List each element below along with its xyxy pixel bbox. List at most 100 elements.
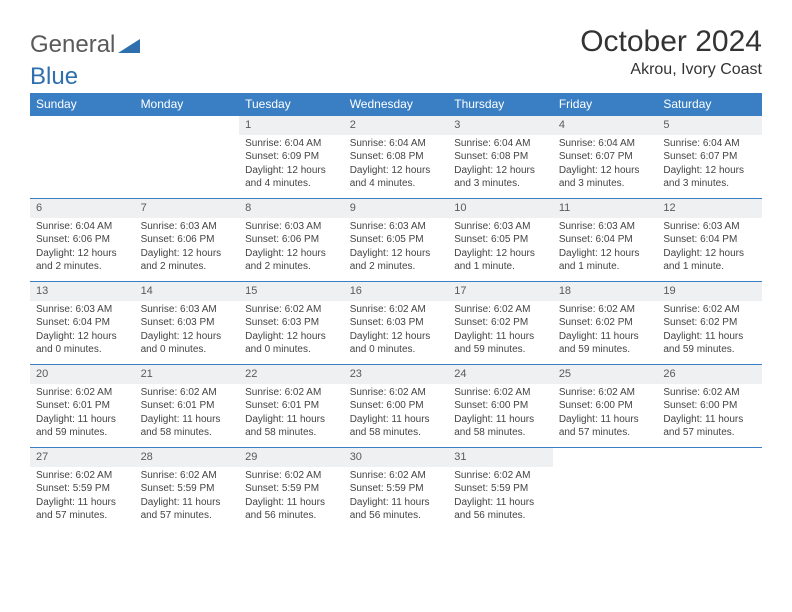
- calendar-week-row: 6Sunrise: 6:04 AMSunset: 6:06 PMDaylight…: [30, 199, 762, 282]
- weekday-header: Tuesday: [239, 93, 344, 116]
- calendar-day-cell: 12Sunrise: 6:03 AMSunset: 6:04 PMDayligh…: [657, 199, 762, 282]
- day-number: 22: [239, 365, 344, 384]
- calendar-day-cell: 22Sunrise: 6:02 AMSunset: 6:01 PMDayligh…: [239, 365, 344, 448]
- day-number: 11: [553, 199, 658, 218]
- daylight-text: Daylight: 11 hours and 58 minutes.: [245, 413, 338, 440]
- calendar-day-cell: [30, 116, 135, 199]
- day-number: 19: [657, 282, 762, 301]
- day-number: 17: [448, 282, 553, 301]
- day-details: Sunrise: 6:03 AMSunset: 6:03 PMDaylight:…: [135, 301, 240, 361]
- sunset-text: Sunset: 6:03 PM: [350, 316, 443, 330]
- brand-word-2: Blue: [30, 63, 762, 91]
- brand-triangle-icon: [118, 37, 140, 53]
- calendar-day-cell: 9Sunrise: 6:03 AMSunset: 6:05 PMDaylight…: [344, 199, 449, 282]
- day-details: Sunrise: 6:02 AMSunset: 5:59 PMDaylight:…: [30, 467, 135, 527]
- daylight-text: Daylight: 11 hours and 58 minutes.: [454, 413, 547, 440]
- sunset-text: Sunset: 6:08 PM: [454, 150, 547, 164]
- sunset-text: Sunset: 6:07 PM: [663, 150, 756, 164]
- day-number: 31: [448, 448, 553, 467]
- weekday-header: Saturday: [657, 93, 762, 116]
- sunrise-text: Sunrise: 6:02 AM: [350, 469, 443, 483]
- calendar-day-cell: 15Sunrise: 6:02 AMSunset: 6:03 PMDayligh…: [239, 282, 344, 365]
- sunset-text: Sunset: 6:05 PM: [350, 233, 443, 247]
- calendar-week-row: 20Sunrise: 6:02 AMSunset: 6:01 PMDayligh…: [30, 365, 762, 448]
- sunset-text: Sunset: 6:02 PM: [663, 316, 756, 330]
- sunset-text: Sunset: 5:59 PM: [245, 482, 338, 496]
- calendar-week-row: 27Sunrise: 6:02 AMSunset: 5:59 PMDayligh…: [30, 448, 762, 531]
- calendar-day-cell: 27Sunrise: 6:02 AMSunset: 5:59 PMDayligh…: [30, 448, 135, 531]
- sunset-text: Sunset: 6:06 PM: [141, 233, 234, 247]
- calendar-day-cell: 1Sunrise: 6:04 AMSunset: 6:09 PMDaylight…: [239, 116, 344, 199]
- sunrise-text: Sunrise: 6:02 AM: [454, 303, 547, 317]
- day-details: Sunrise: 6:04 AMSunset: 6:06 PMDaylight:…: [30, 218, 135, 278]
- sunrise-text: Sunrise: 6:03 AM: [36, 303, 129, 317]
- sunset-text: Sunset: 5:59 PM: [141, 482, 234, 496]
- sunset-text: Sunset: 6:00 PM: [350, 399, 443, 413]
- calendar-day-cell: 28Sunrise: 6:02 AMSunset: 5:59 PMDayligh…: [135, 448, 240, 531]
- day-number: 9: [344, 199, 449, 218]
- day-number: 26: [657, 365, 762, 384]
- sunrise-text: Sunrise: 6:03 AM: [350, 220, 443, 234]
- day-number: 29: [239, 448, 344, 467]
- sunrise-text: Sunrise: 6:04 AM: [350, 137, 443, 151]
- sunrise-text: Sunrise: 6:02 AM: [559, 386, 652, 400]
- calendar-day-cell: 4Sunrise: 6:04 AMSunset: 6:07 PMDaylight…: [553, 116, 658, 199]
- weekday-header: Thursday: [448, 93, 553, 116]
- sunset-text: Sunset: 6:09 PM: [245, 150, 338, 164]
- sunrise-text: Sunrise: 6:02 AM: [36, 386, 129, 400]
- day-number: 6: [30, 199, 135, 218]
- day-number: 13: [30, 282, 135, 301]
- day-details: Sunrise: 6:02 AMSunset: 6:00 PMDaylight:…: [344, 384, 449, 444]
- day-number: 20: [30, 365, 135, 384]
- daylight-text: Daylight: 12 hours and 2 minutes.: [36, 247, 129, 274]
- sunset-text: Sunset: 5:59 PM: [350, 482, 443, 496]
- daylight-text: Daylight: 11 hours and 57 minutes.: [141, 496, 234, 523]
- calendar-body: 1Sunrise: 6:04 AMSunset: 6:09 PMDaylight…: [30, 116, 762, 531]
- day-details: Sunrise: 6:03 AMSunset: 6:04 PMDaylight:…: [657, 218, 762, 278]
- sunset-text: Sunset: 6:01 PM: [245, 399, 338, 413]
- daylight-text: Daylight: 11 hours and 57 minutes.: [36, 496, 129, 523]
- calendar-day-cell: 8Sunrise: 6:03 AMSunset: 6:06 PMDaylight…: [239, 199, 344, 282]
- day-details: Sunrise: 6:02 AMSunset: 6:02 PMDaylight:…: [657, 301, 762, 361]
- day-details: Sunrise: 6:02 AMSunset: 5:59 PMDaylight:…: [135, 467, 240, 527]
- daylight-text: Daylight: 11 hours and 56 minutes.: [350, 496, 443, 523]
- day-details: Sunrise: 6:03 AMSunset: 6:04 PMDaylight:…: [553, 218, 658, 278]
- day-details: Sunrise: 6:02 AMSunset: 6:00 PMDaylight:…: [553, 384, 658, 444]
- day-details: Sunrise: 6:04 AMSunset: 6:08 PMDaylight:…: [344, 135, 449, 195]
- day-details: Sunrise: 6:02 AMSunset: 6:03 PMDaylight:…: [239, 301, 344, 361]
- sunset-text: Sunset: 6:04 PM: [36, 316, 129, 330]
- sunrise-text: Sunrise: 6:04 AM: [559, 137, 652, 151]
- day-number: 5: [657, 116, 762, 135]
- day-details: Sunrise: 6:03 AMSunset: 6:04 PMDaylight:…: [30, 301, 135, 361]
- sunset-text: Sunset: 6:06 PM: [245, 233, 338, 247]
- calendar-week-row: 13Sunrise: 6:03 AMSunset: 6:04 PMDayligh…: [30, 282, 762, 365]
- day-details: Sunrise: 6:03 AMSunset: 6:06 PMDaylight:…: [135, 218, 240, 278]
- daylight-text: Daylight: 11 hours and 56 minutes.: [245, 496, 338, 523]
- weekday-header: Wednesday: [344, 93, 449, 116]
- daylight-text: Daylight: 11 hours and 56 minutes.: [454, 496, 547, 523]
- calendar-day-cell: [135, 116, 240, 199]
- calendar-day-cell: 16Sunrise: 6:02 AMSunset: 6:03 PMDayligh…: [344, 282, 449, 365]
- calendar-day-cell: 11Sunrise: 6:03 AMSunset: 6:04 PMDayligh…: [553, 199, 658, 282]
- day-number: 3: [448, 116, 553, 135]
- daylight-text: Daylight: 12 hours and 3 minutes.: [663, 164, 756, 191]
- calendar-table: SundayMondayTuesdayWednesdayThursdayFrid…: [30, 93, 762, 530]
- day-number: 21: [135, 365, 240, 384]
- calendar-day-cell: 6Sunrise: 6:04 AMSunset: 6:06 PMDaylight…: [30, 199, 135, 282]
- sunrise-text: Sunrise: 6:02 AM: [350, 386, 443, 400]
- sunset-text: Sunset: 6:01 PM: [141, 399, 234, 413]
- calendar-day-cell: 25Sunrise: 6:02 AMSunset: 6:00 PMDayligh…: [553, 365, 658, 448]
- day-number: 10: [448, 199, 553, 218]
- calendar-day-cell: 3Sunrise: 6:04 AMSunset: 6:08 PMDaylight…: [448, 116, 553, 199]
- daylight-text: Daylight: 11 hours and 57 minutes.: [663, 413, 756, 440]
- daylight-text: Daylight: 11 hours and 58 minutes.: [350, 413, 443, 440]
- daylight-text: Daylight: 12 hours and 0 minutes.: [36, 330, 129, 357]
- daylight-text: Daylight: 11 hours and 59 minutes.: [36, 413, 129, 440]
- day-number: 12: [657, 199, 762, 218]
- sunrise-text: Sunrise: 6:04 AM: [36, 220, 129, 234]
- sunset-text: Sunset: 6:06 PM: [36, 233, 129, 247]
- day-number: 25: [553, 365, 658, 384]
- sunset-text: Sunset: 5:59 PM: [454, 482, 547, 496]
- day-number: 24: [448, 365, 553, 384]
- sunset-text: Sunset: 6:03 PM: [245, 316, 338, 330]
